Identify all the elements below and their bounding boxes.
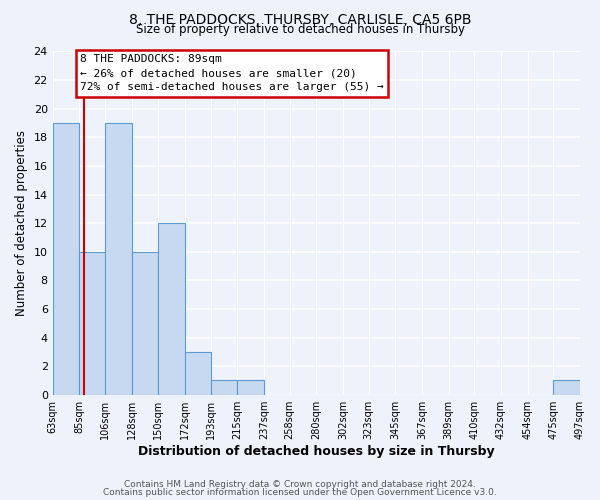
Text: 8, THE PADDOCKS, THURSBY, CARLISLE, CA5 6PB: 8, THE PADDOCKS, THURSBY, CARLISLE, CA5 … xyxy=(129,12,471,26)
Bar xyxy=(185,352,211,395)
Bar xyxy=(131,252,158,394)
Bar xyxy=(79,252,105,394)
Bar xyxy=(238,380,264,394)
Bar xyxy=(53,123,79,394)
Bar xyxy=(211,380,238,394)
Text: Size of property relative to detached houses in Thursby: Size of property relative to detached ho… xyxy=(136,22,464,36)
Text: Contains public sector information licensed under the Open Government Licence v3: Contains public sector information licen… xyxy=(103,488,497,497)
Y-axis label: Number of detached properties: Number of detached properties xyxy=(15,130,28,316)
Text: Contains HM Land Registry data © Crown copyright and database right 2024.: Contains HM Land Registry data © Crown c… xyxy=(124,480,476,489)
Bar xyxy=(553,380,580,394)
Text: 8 THE PADDOCKS: 89sqm
← 26% of detached houses are smaller (20)
72% of semi-deta: 8 THE PADDOCKS: 89sqm ← 26% of detached … xyxy=(80,54,384,92)
Bar xyxy=(105,123,131,394)
X-axis label: Distribution of detached houses by size in Thursby: Distribution of detached houses by size … xyxy=(138,444,494,458)
Bar xyxy=(158,223,185,394)
